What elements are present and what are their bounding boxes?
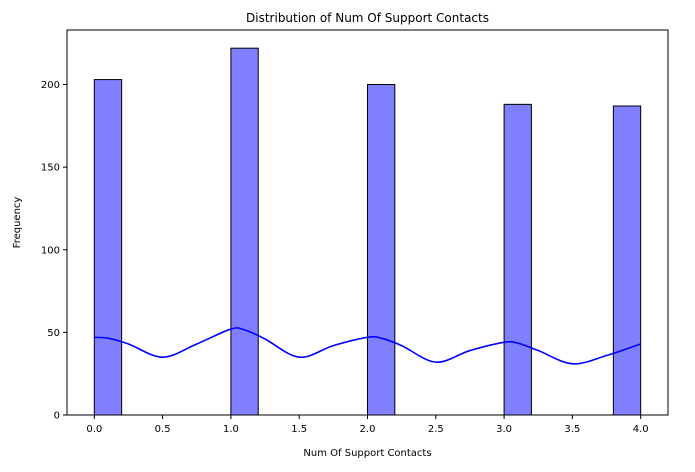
y-tick-label: 100: [41, 245, 60, 256]
y-axis-ticks: 0 50 100 150 200: [41, 80, 67, 422]
x-tick-label: 3.0: [496, 424, 512, 435]
y-tick-label: 150: [41, 163, 60, 174]
x-tick-label: 0.5: [155, 424, 171, 435]
y-tick-label: 200: [41, 80, 60, 91]
histogram-bar-1: [230, 47, 259, 416]
x-tick-label: 4.0: [633, 424, 649, 435]
y-tick-label: 0: [54, 411, 60, 422]
histogram-bar-4: [612, 105, 642, 416]
chart-title: Distribution of Num Of Support Contacts: [246, 11, 489, 25]
histogram-bar-3: [503, 103, 532, 416]
y-tick-label: 50: [47, 328, 60, 339]
x-tick-label: 0.0: [86, 424, 102, 435]
x-tick-label: 1.0: [223, 424, 239, 435]
x-axis-ticks: 0.0 0.5 1.0 1.5 2.0 2.5 3.0 3.5 4.0: [86, 415, 649, 435]
y-axis-label: Frequency: [12, 197, 23, 249]
histogram-bar-2: [367, 84, 396, 416]
x-tick-label: 2.0: [360, 424, 376, 435]
bars-layer: [93, 47, 642, 416]
x-tick-label: 2.5: [428, 424, 444, 435]
kde-layer: [94, 327, 641, 365]
x-tick-label: 3.5: [564, 424, 580, 435]
kde-line: [94, 327, 641, 365]
histogram-bar-0: [93, 79, 123, 416]
x-axis-label: Num Of Support Contacts: [303, 448, 431, 459]
x-tick-label: 1.5: [291, 424, 307, 435]
